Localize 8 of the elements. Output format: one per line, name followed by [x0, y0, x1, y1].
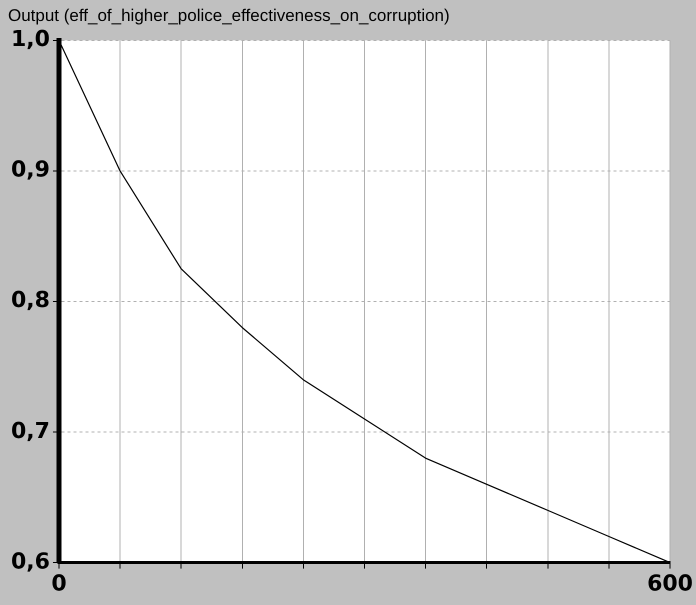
y-tick-label: 1,0: [10, 27, 50, 52]
x-tick-label: 0: [51, 572, 67, 597]
y-tick-label: 0,7: [10, 418, 50, 444]
y-tick-label: 0,8: [10, 288, 50, 314]
x-tick-label: 600: [647, 572, 694, 597]
y-tick-label: 0,6: [10, 549, 50, 574]
chart-title: Output (eff_of_higher_police_effectiveness_on_corruption): [8, 6, 450, 25]
y-tick-label: 0,9: [10, 158, 50, 183]
